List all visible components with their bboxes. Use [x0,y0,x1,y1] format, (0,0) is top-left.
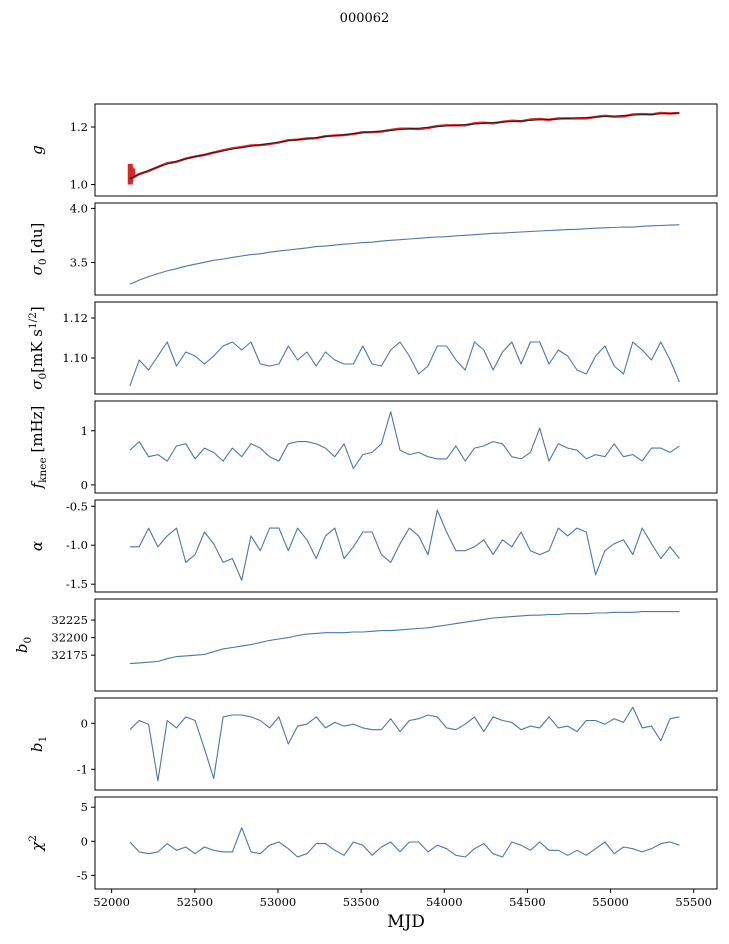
series-gain-data [129,111,680,181]
figure-title: 000062 [339,11,390,26]
series-sigma0-du [129,224,680,285]
y-axis-label: g [28,145,46,155]
subplot-b1: -1 0 b1 [28,697,718,791]
axes-frame [94,202,718,296]
axes-frame [94,400,718,494]
axes-frame [94,796,718,890]
subplot-sigma0-du: 3.5 4.0 σ0 [du] [28,201,718,296]
x-tick-label: 53000 [260,895,297,909]
y-tick-label: -1.5 [66,577,88,591]
x-tick-label: 55500 [675,895,712,909]
series-gain-fit [129,112,680,180]
y-axis-label: b0 [13,637,34,653]
subplot-chi2: -5 0 5 52000 52500 53000 53500 54000 54500 55000 5… [27,796,718,909]
axes-frame [94,697,718,791]
series-chi2 [129,827,680,858]
y-tick-label: 32200 [51,631,88,645]
y-tick-label: 0 [81,716,88,730]
subplot-alpha: -1.5 -1.0 -0.5 α [28,499,718,593]
axes-frame [94,598,718,692]
y-tick-label: -5 [77,868,88,882]
x-tick-label: 52500 [176,895,213,909]
series-b1 [129,706,680,782]
y-tick-label: 0 [81,834,88,848]
y-axis-label: fknee [mHz] [28,406,49,490]
series-b0 [129,611,680,665]
y-tick-label: -1.0 [66,538,88,552]
subplot-b0: 32175 32200 32225 b0 [13,598,718,692]
y-tick-label: 1.0 [70,178,88,192]
x-tick-label: 53500 [343,895,380,909]
x-tick-label: 55000 [592,895,629,909]
series-alpha [129,509,680,581]
y-axis-label: α [28,541,46,551]
y-tick-label: 1.12 [62,311,88,325]
x-tick-label: 52000 [93,895,130,909]
y-tick-label: 3.5 [70,256,88,270]
subplots: 1.0 1.2 g 3.5 4.0 σ0 [du] 1.10 1.12 σ0[mK s1/2] 0… [0,103,729,913]
y-tick-label: 0 [81,478,88,492]
x-tick-label: 54000 [426,895,463,909]
x-tick-label: 54500 [509,895,546,909]
axes-frame [94,103,718,197]
y-tick-label: 4.0 [70,201,88,215]
subplot-g: 1.0 1.2 g [28,103,718,197]
y-tick-label: 1 [81,424,88,438]
y-axis-label: χ2 [27,835,46,852]
y-tick-label: 1.10 [62,351,88,365]
series-sigma0-mk [129,341,680,387]
y-tick-label: -0.5 [66,499,88,513]
axes-frame [94,301,718,395]
y-tick-label: 32225 [51,613,88,627]
y-tick-label: -1 [77,762,88,776]
axes-frame [94,499,718,593]
x-axis-label: MJD [387,912,425,932]
y-tick-label: 5 [81,800,88,814]
y-axis-label: σ0 [du] [28,223,49,276]
y-tick-label: 32175 [51,648,88,662]
y-tick-label: 1.2 [70,120,88,134]
y-axis-label: b1 [28,736,49,752]
y-axis-label: σ0[mK s1/2] [27,306,49,389]
series-fknee [129,411,680,470]
subplot-fknee: 0 1 fknee [mHz] [28,400,718,494]
subplot-sigma0-mk: 1.10 1.12 σ0[mK s1/2] [27,301,718,395]
